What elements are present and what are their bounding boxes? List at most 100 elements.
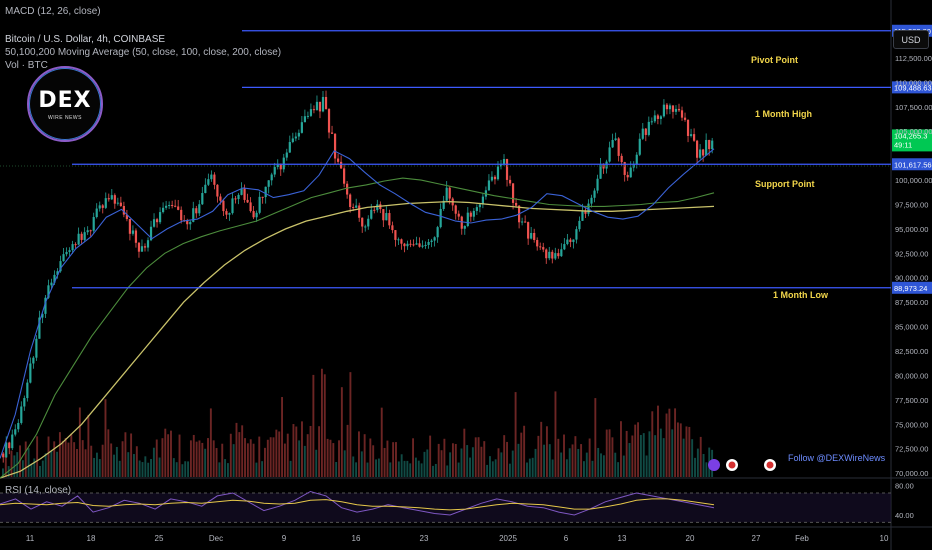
candle-body [273, 167, 276, 175]
volume-bar [81, 440, 84, 477]
candle-body [418, 243, 421, 247]
candle-body [412, 244, 415, 246]
volume-bar [90, 445, 93, 477]
candle-body [204, 184, 207, 194]
candle-body [490, 176, 494, 181]
candle-body [376, 204, 379, 211]
volume-bar [528, 458, 531, 477]
candle-body [496, 166, 500, 180]
volume-bar [161, 438, 164, 477]
volume-bar [477, 437, 480, 477]
volume-bar [591, 460, 594, 477]
volume-bar [232, 444, 235, 477]
volume-bar [400, 454, 403, 477]
candle-body [683, 117, 687, 120]
candle-body [140, 246, 144, 252]
candle-body [32, 357, 35, 364]
volume-bar [563, 434, 565, 477]
volume-bar [679, 423, 682, 477]
candle-body [252, 211, 255, 218]
volume-bar [503, 435, 506, 477]
volume-bar [303, 445, 306, 477]
volume-bar [671, 429, 674, 477]
countdown-text: 49:11 [894, 140, 912, 149]
candle-body [442, 200, 445, 209]
y-tick-label: 95,000.00 [895, 225, 928, 234]
rsi-band [0, 493, 891, 523]
candle-body [5, 442, 8, 458]
volume-bar [107, 429, 110, 477]
candle-body [499, 163, 503, 167]
candle-body [508, 179, 512, 184]
candle-body [539, 246, 542, 248]
volume-bar [113, 454, 115, 477]
candle-body [575, 229, 578, 240]
moving-average-label[interactable]: 50,100,200 Moving Average (50, close, 10… [5, 47, 282, 58]
volume-bar [474, 437, 477, 477]
volume-bar [676, 422, 679, 477]
volume-bar [244, 438, 246, 477]
candle-body [641, 128, 644, 139]
volume-bar [115, 446, 118, 477]
volume-bar [457, 462, 460, 477]
volume-bar [494, 459, 497, 477]
macd-indicator-label[interactable]: MACD (12, 26, close) [5, 6, 101, 17]
candle-body [457, 213, 460, 217]
candle-body [303, 116, 306, 123]
currency-unit-button[interactable]: USD [893, 30, 929, 49]
volume-bar [158, 457, 161, 477]
candle-body [469, 212, 472, 217]
candle-body [276, 163, 279, 168]
ma100-line [0, 177, 715, 479]
volume-label[interactable]: Vol · BTC [5, 60, 48, 71]
candle-body [629, 167, 632, 178]
volume-bar [21, 460, 24, 477]
volume-bar [651, 411, 654, 477]
candle-body [11, 434, 14, 449]
candle-body [472, 210, 475, 217]
volume-bar [201, 442, 204, 477]
volume-bar [520, 432, 523, 477]
candle-body [327, 109, 331, 133]
y-tick-label: 90,000.00 [895, 274, 928, 283]
volume-bar [588, 438, 591, 477]
candle-body [134, 230, 138, 243]
volume-bar [469, 457, 471, 477]
candle-body [71, 244, 74, 251]
volume-bar [241, 425, 244, 477]
volume-bar [554, 391, 557, 477]
candle-body [26, 382, 29, 399]
candle-body [352, 206, 355, 208]
candle-body [89, 230, 92, 232]
level-price-text-3: 88,973.24 [894, 284, 927, 293]
volume-bar [560, 452, 563, 477]
candle-body [415, 243, 418, 245]
candle-body [545, 249, 548, 259]
candle-body [228, 213, 231, 215]
candle-body [674, 108, 678, 112]
volume-bar [414, 457, 417, 477]
candle-body [611, 139, 614, 148]
candle-body [448, 187, 451, 199]
candle-body [702, 149, 705, 156]
volume-bar [454, 443, 457, 477]
candle-body [192, 208, 195, 222]
volume-bar [249, 439, 252, 477]
x-tick-label: Dec [209, 534, 223, 543]
candle-body [53, 274, 56, 283]
candle-body [599, 164, 602, 179]
volume-bar [568, 448, 571, 477]
symbol-title[interactable]: Bitcoin / U.S. Dollar, 4h, COINBASE [5, 34, 166, 45]
volume-bar [346, 424, 349, 477]
volume-bar [597, 447, 600, 477]
volume-bar [27, 448, 30, 477]
volume-bar [460, 448, 463, 477]
volume-bar [392, 442, 395, 477]
rsi-label[interactable]: RSI (14, close) [5, 485, 72, 496]
candle-body [47, 285, 50, 298]
candle-body [548, 251, 551, 259]
volume-bar [170, 430, 172, 477]
candle-body [475, 207, 478, 211]
volume-bar [73, 442, 76, 477]
